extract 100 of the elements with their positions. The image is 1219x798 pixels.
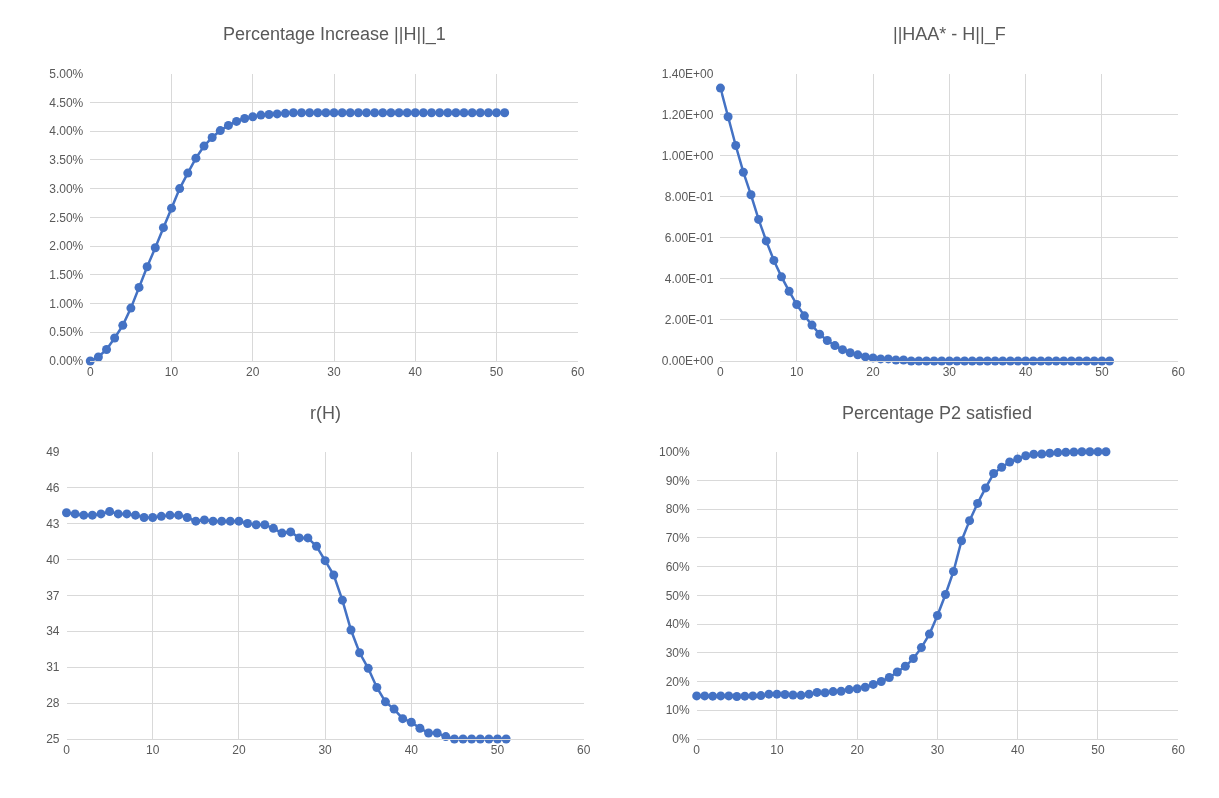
x-tick-label: 30 — [327, 365, 342, 380]
point — [435, 108, 445, 118]
point — [764, 689, 774, 699]
point — [288, 108, 298, 118]
point — [731, 141, 741, 151]
point — [329, 108, 339, 118]
point — [740, 691, 750, 701]
y-tick-label: 90% — [665, 473, 690, 488]
y-tick-label: 80% — [665, 502, 690, 517]
point — [908, 654, 918, 664]
y-tick-label: 4.50% — [49, 95, 84, 110]
point — [812, 687, 822, 697]
point — [148, 513, 158, 523]
y-tick-label: 4.00% — [49, 124, 84, 139]
point — [410, 108, 420, 118]
y-tick-label: 2.00E-01 — [664, 313, 714, 328]
point — [443, 108, 453, 118]
point — [924, 629, 934, 639]
point — [467, 108, 477, 118]
x-tick-label: 20 — [232, 743, 246, 758]
point — [761, 236, 771, 246]
point — [432, 728, 442, 738]
point — [738, 167, 748, 177]
point — [860, 352, 870, 362]
y-tick-label: 46 — [46, 480, 60, 495]
point — [191, 516, 201, 526]
point — [264, 109, 274, 119]
point — [723, 112, 733, 122]
point — [346, 625, 356, 635]
x-tick-label: 20 — [866, 365, 881, 380]
x-tick-label: 50 — [1095, 365, 1109, 380]
y-tick-label: 40% — [665, 617, 690, 632]
point — [1077, 447, 1087, 457]
point — [838, 345, 848, 355]
point — [957, 536, 967, 546]
point — [294, 533, 304, 543]
point — [126, 303, 136, 313]
x-tick-label: 0 — [717, 365, 725, 380]
point — [836, 686, 846, 696]
point — [305, 108, 315, 118]
point — [225, 516, 235, 526]
point — [799, 311, 809, 321]
y-tick-label: 30% — [665, 646, 690, 660]
point — [248, 112, 258, 122]
point — [1061, 447, 1071, 457]
point — [251, 520, 261, 530]
point — [110, 333, 120, 343]
x-tick-label: 10 — [146, 743, 160, 758]
x-tick-label: 10 — [164, 365, 179, 380]
point — [321, 108, 331, 118]
y-tick-label: 50% — [665, 588, 690, 603]
point — [796, 690, 806, 700]
y-tick-label: 8.00E-01 — [664, 190, 714, 205]
point — [780, 689, 790, 699]
point — [134, 282, 144, 292]
x-tick-label: 20 — [850, 743, 865, 758]
x-tick-label: 60 — [571, 365, 585, 380]
point — [303, 533, 313, 543]
point — [240, 114, 250, 124]
point — [105, 507, 115, 517]
point — [772, 689, 782, 699]
point — [183, 168, 193, 178]
point — [822, 335, 832, 345]
point — [406, 717, 416, 727]
point — [754, 214, 764, 224]
point — [329, 570, 339, 580]
point — [940, 589, 950, 599]
point — [828, 687, 838, 697]
point — [844, 685, 854, 695]
point — [158, 223, 168, 233]
point — [378, 108, 388, 118]
point — [232, 116, 242, 126]
x-tick-label: 20 — [246, 365, 260, 380]
point — [223, 120, 233, 130]
point — [208, 516, 218, 526]
point — [441, 732, 451, 742]
point — [165, 510, 175, 520]
y-tick-label: 31 — [46, 660, 60, 675]
y-tick-label: 6.00E-01 — [664, 231, 714, 246]
point — [1093, 447, 1103, 457]
point — [715, 83, 725, 93]
point — [997, 462, 1007, 472]
y-tick-label: 28 — [46, 696, 60, 711]
point — [297, 108, 307, 118]
point — [380, 697, 390, 707]
y-tick-label: 25 — [46, 732, 60, 747]
point — [150, 243, 160, 253]
point — [884, 673, 894, 682]
point — [1101, 447, 1111, 457]
point — [353, 108, 363, 118]
point — [113, 509, 123, 519]
point — [807, 320, 817, 330]
point — [122, 509, 132, 519]
point — [777, 272, 786, 282]
point — [845, 348, 855, 358]
chart-title: ||HAA* - H||_F — [893, 24, 1006, 45]
y-tick-label: 43 — [46, 516, 60, 531]
y-tick-label: 0.00E+00 — [661, 354, 714, 369]
point — [483, 108, 493, 118]
point — [876, 677, 886, 687]
